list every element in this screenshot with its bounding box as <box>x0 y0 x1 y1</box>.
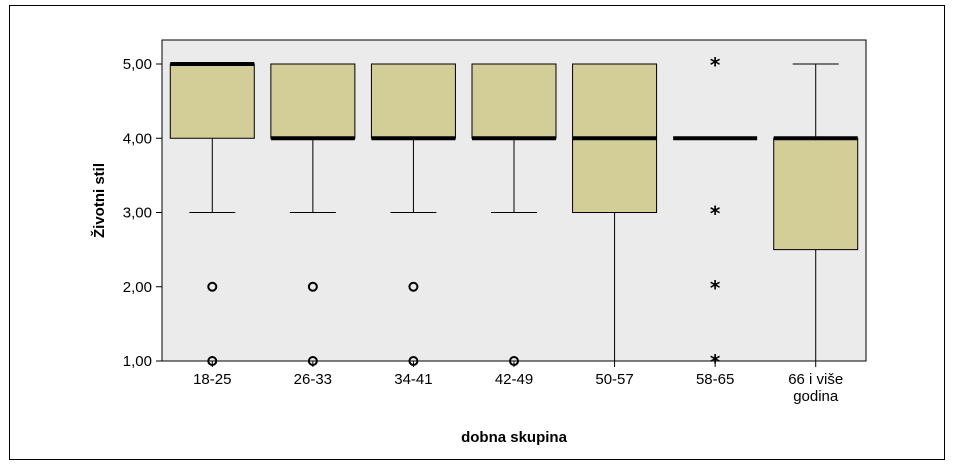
box-group: 50-57 <box>572 63 658 388</box>
box-group: 18-25 <box>169 62 255 388</box>
outlier-point <box>408 281 419 292</box>
x-tick-label: 26-33 <box>294 371 332 388</box>
iqr-box <box>270 63 356 139</box>
y-tick-label: 1,00 <box>123 353 152 370</box>
extreme-point: * <box>710 276 721 300</box>
x-tick-label: 58-65 <box>696 371 734 388</box>
x-tick-label: 66 i više <box>788 371 843 388</box>
x-tick-label: godina <box>793 388 839 405</box>
iqr-box <box>370 63 456 139</box>
y-axis-title: Životni stil <box>90 163 108 238</box>
x-tick-label: 50-57 <box>595 371 633 388</box>
iqr-box <box>773 137 859 251</box>
outlier-point <box>307 281 318 292</box>
x-tick-label: 18-25 <box>193 371 231 388</box>
box-group: 34-41 <box>370 63 456 388</box>
extreme-point: * <box>710 350 721 374</box>
iqr-box <box>471 63 557 139</box>
y-tick-label: 3,00 <box>123 205 152 222</box>
iqr-box <box>169 63 255 139</box>
outlier-point <box>207 356 218 366</box>
outlier-point <box>408 356 419 366</box>
outlier-point <box>509 356 519 366</box>
box-group: 26-33 <box>270 63 356 388</box>
box-group: 58-65**** <box>673 53 758 388</box>
y-tick-label: 2,00 <box>123 279 152 296</box>
y-tick-label: 5,00 <box>123 56 152 73</box>
x-tick-label: 42-49 <box>495 371 533 388</box>
outlier-point <box>207 281 218 292</box>
y-tick-label: 4,00 <box>123 130 152 147</box>
outlier-point <box>307 356 318 366</box>
x-axis-title: dobna skupina <box>461 429 568 446</box>
extreme-point: * <box>710 53 721 77</box>
extreme-point: * <box>710 202 721 226</box>
box-group: 42-49 <box>471 63 557 388</box>
x-tick-label: 34-41 <box>394 371 432 388</box>
